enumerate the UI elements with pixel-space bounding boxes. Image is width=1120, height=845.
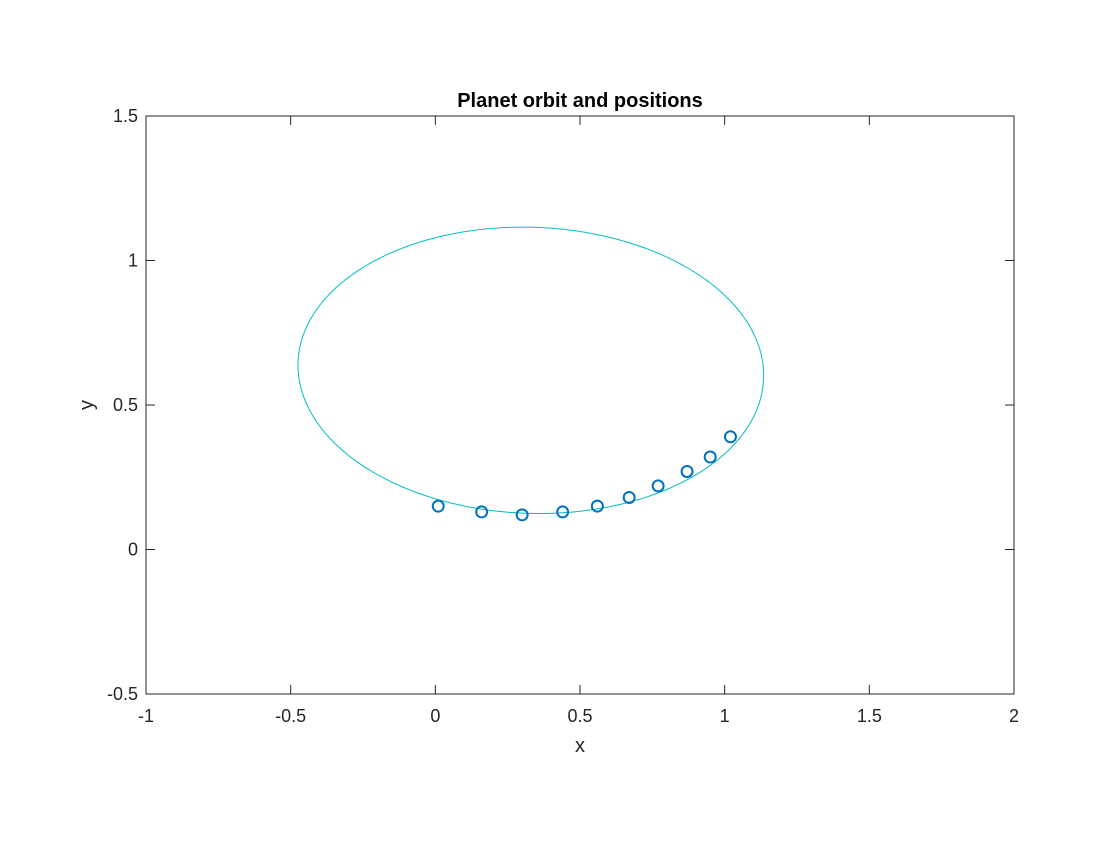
x-tick-label: 0.5	[567, 706, 592, 726]
y-tick-label: -0.5	[107, 684, 138, 704]
y-axis-label: y	[76, 400, 98, 410]
orbit-line	[297, 226, 765, 515]
x-tick-label: 1	[720, 706, 730, 726]
position-marker	[590, 499, 604, 513]
x-tick-label: 1.5	[857, 706, 882, 726]
x-tick-label: -0.5	[275, 706, 306, 726]
plot-area	[146, 116, 1014, 694]
y-tick-label: 1.5	[113, 106, 138, 126]
position-marker	[723, 430, 737, 444]
y-tick-label: 1	[128, 251, 138, 271]
position-marker	[622, 490, 636, 504]
position-marker	[703, 450, 717, 464]
position-marker	[515, 508, 529, 522]
marker-layer	[431, 430, 737, 522]
tick-layer: -1 -0.5 0 0.5 1 1.5 2-0.500.511.5	[107, 106, 1019, 726]
position-marker	[556, 505, 570, 519]
y-tick-label: 0.5	[113, 395, 138, 415]
orbit-layer	[297, 226, 765, 515]
chart-title: Planet orbit and positions	[457, 90, 703, 112]
position-marker	[680, 464, 694, 478]
position-marker	[475, 505, 489, 519]
position-marker	[651, 479, 665, 493]
x-tick-label: 0	[430, 706, 440, 726]
x-axis-label: x	[575, 735, 585, 757]
y-tick-label: 0	[128, 540, 138, 560]
x-tick-label: 2	[1009, 706, 1019, 726]
x-tick-label: -1	[138, 706, 154, 726]
position-marker	[431, 499, 445, 513]
